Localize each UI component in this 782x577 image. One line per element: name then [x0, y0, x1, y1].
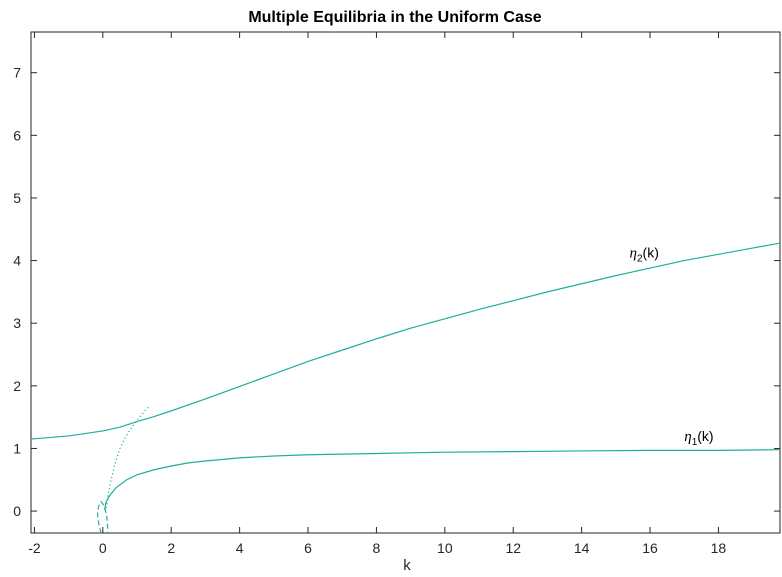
annotation-eta2: η2(k) — [630, 244, 659, 264]
x-tick-label: -2 — [28, 540, 41, 556]
axes-box — [30, 31, 781, 534]
y-tick-label: 4 — [13, 253, 21, 269]
y-tick-label: 0 — [13, 503, 21, 519]
x-tick-label: 2 — [167, 540, 175, 556]
y-tick-label: 7 — [13, 65, 21, 81]
x-tick-label: 0 — [99, 540, 107, 556]
x-tick-label: 10 — [437, 540, 453, 556]
x-tick-label: 8 — [373, 540, 381, 556]
y-tick-label: 1 — [13, 440, 21, 456]
y-tick-label: 3 — [13, 315, 21, 331]
x-axis-label: k — [403, 557, 411, 574]
series-line-2 — [103, 449, 780, 510]
x-tick-label: 18 — [711, 540, 727, 556]
x-tick-label: 16 — [642, 540, 658, 556]
chart-title: Multiple Equilibria in the Uniform Case — [248, 9, 541, 26]
annotation-eta1: η1(k) — [684, 428, 713, 448]
y-tick-label: 2 — [13, 378, 21, 394]
series-line-4 — [97, 500, 109, 533]
series-line-3 — [105, 406, 150, 509]
y-tick-label: 6 — [13, 127, 21, 143]
x-tick-label: 4 — [236, 540, 244, 556]
series-line-1 — [31, 242, 780, 440]
x-tick-label: 6 — [304, 540, 312, 556]
x-tick-label: 14 — [574, 540, 590, 556]
y-tick-label: 5 — [13, 190, 21, 206]
x-tick-label: 12 — [505, 540, 521, 556]
